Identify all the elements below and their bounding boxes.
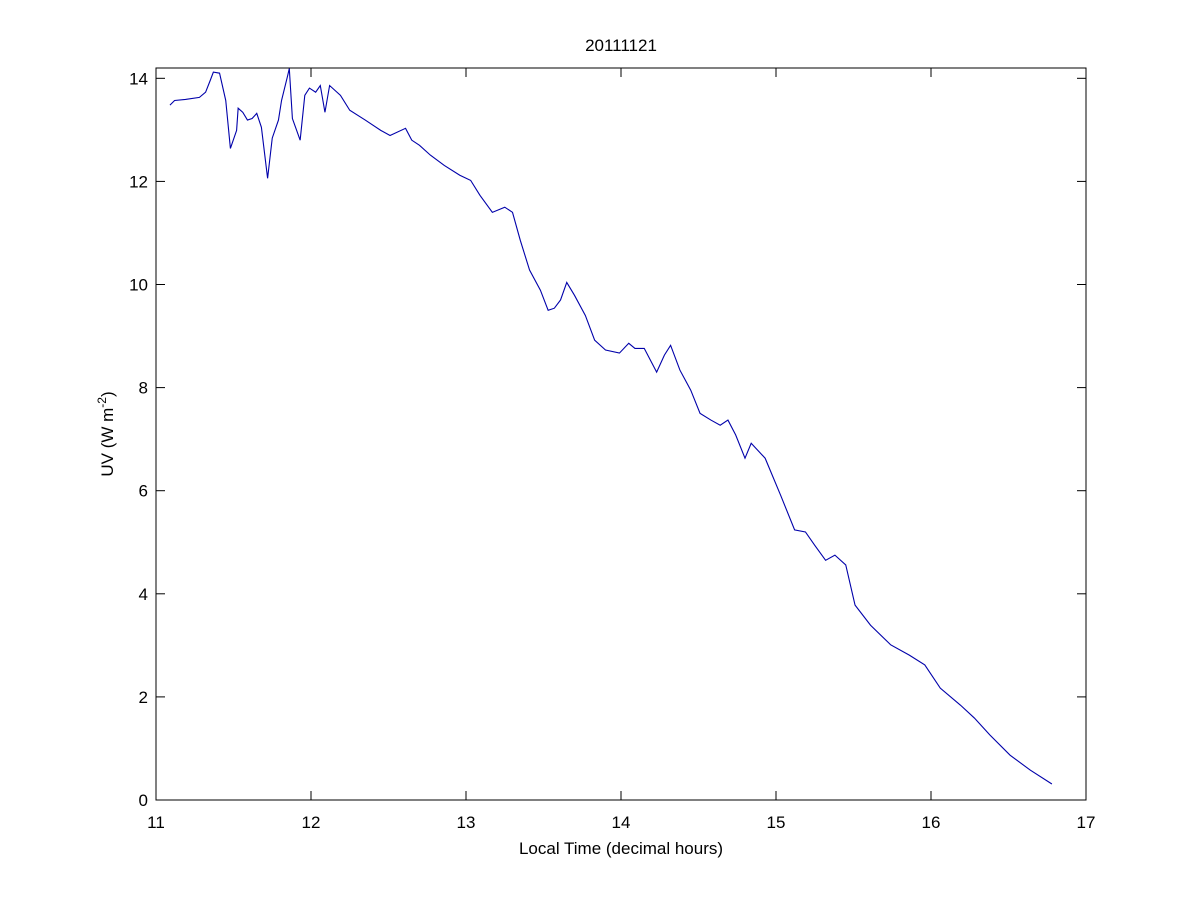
y-tick-label: 2	[139, 688, 148, 707]
y-tick-label: 0	[139, 791, 148, 810]
y-tick-label: 6	[139, 482, 148, 501]
x-axis-label: Local Time (decimal hours)	[519, 839, 723, 858]
y-tick-label: 10	[129, 276, 148, 295]
y-tick-label: 8	[139, 379, 148, 398]
x-tick-label: 11	[147, 813, 165, 832]
x-tick-label: 12	[302, 813, 321, 832]
y-tick-label: 12	[129, 172, 148, 191]
y-axis-label-text: UV (W m	[98, 408, 117, 477]
plot-area	[155, 67, 1087, 801]
y-axis-label: UV (W m-2)	[95, 391, 117, 476]
data-line	[169, 68, 1053, 785]
x-tick-label: 17	[1077, 813, 1096, 832]
x-tick-label: 13	[457, 813, 476, 832]
chart-title: 20111121	[585, 36, 657, 55]
y-axis-label-superscript: -2	[95, 397, 109, 408]
y-tick-label: 14	[129, 69, 148, 88]
x-tick-label: 16	[922, 813, 941, 832]
y-axis-label-suffix: )	[98, 391, 117, 397]
x-tick-label: 14	[612, 813, 631, 832]
x-tick-label: 15	[767, 813, 786, 832]
y-tick-label: 4	[139, 585, 148, 604]
